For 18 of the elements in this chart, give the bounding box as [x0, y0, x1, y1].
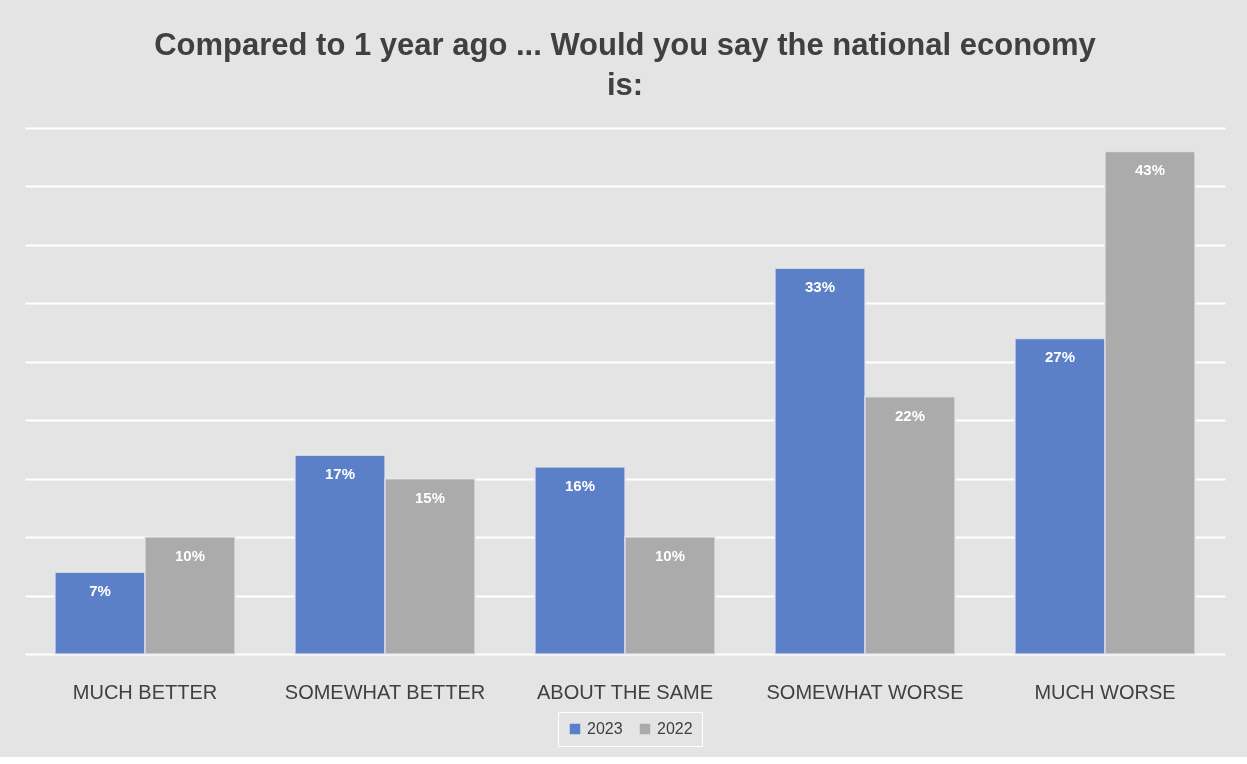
data-label: 15% — [414, 488, 446, 506]
x-tick-label: MUCH BETTER — [72, 680, 218, 703]
x-tick-label: SOMEWHAT BETTER — [284, 680, 486, 703]
data-label: 7% — [89, 582, 111, 600]
data-label: 10% — [174, 547, 206, 565]
data-label: 43% — [1134, 161, 1166, 179]
x-tick-label: ABOUT THE SAME — [537, 680, 713, 703]
data-label: 27% — [1044, 348, 1076, 366]
x-tick-label: MUCH WORSE — [1034, 680, 1176, 703]
legend-label: 2023 — [587, 720, 623, 737]
x-tick-label: SOMEWHAT WORSE — [766, 680, 964, 703]
chart-title: Compared to 1 year ago ... Would you say the national economy is: — [154, 27, 1097, 102]
legend-label: 2022 — [657, 720, 693, 737]
data-label: 33% — [804, 278, 836, 296]
data-label: 17% — [324, 465, 356, 483]
data-label: 10% — [654, 547, 686, 565]
data-label: 22% — [894, 406, 926, 424]
data-label: 16% — [564, 476, 596, 494]
